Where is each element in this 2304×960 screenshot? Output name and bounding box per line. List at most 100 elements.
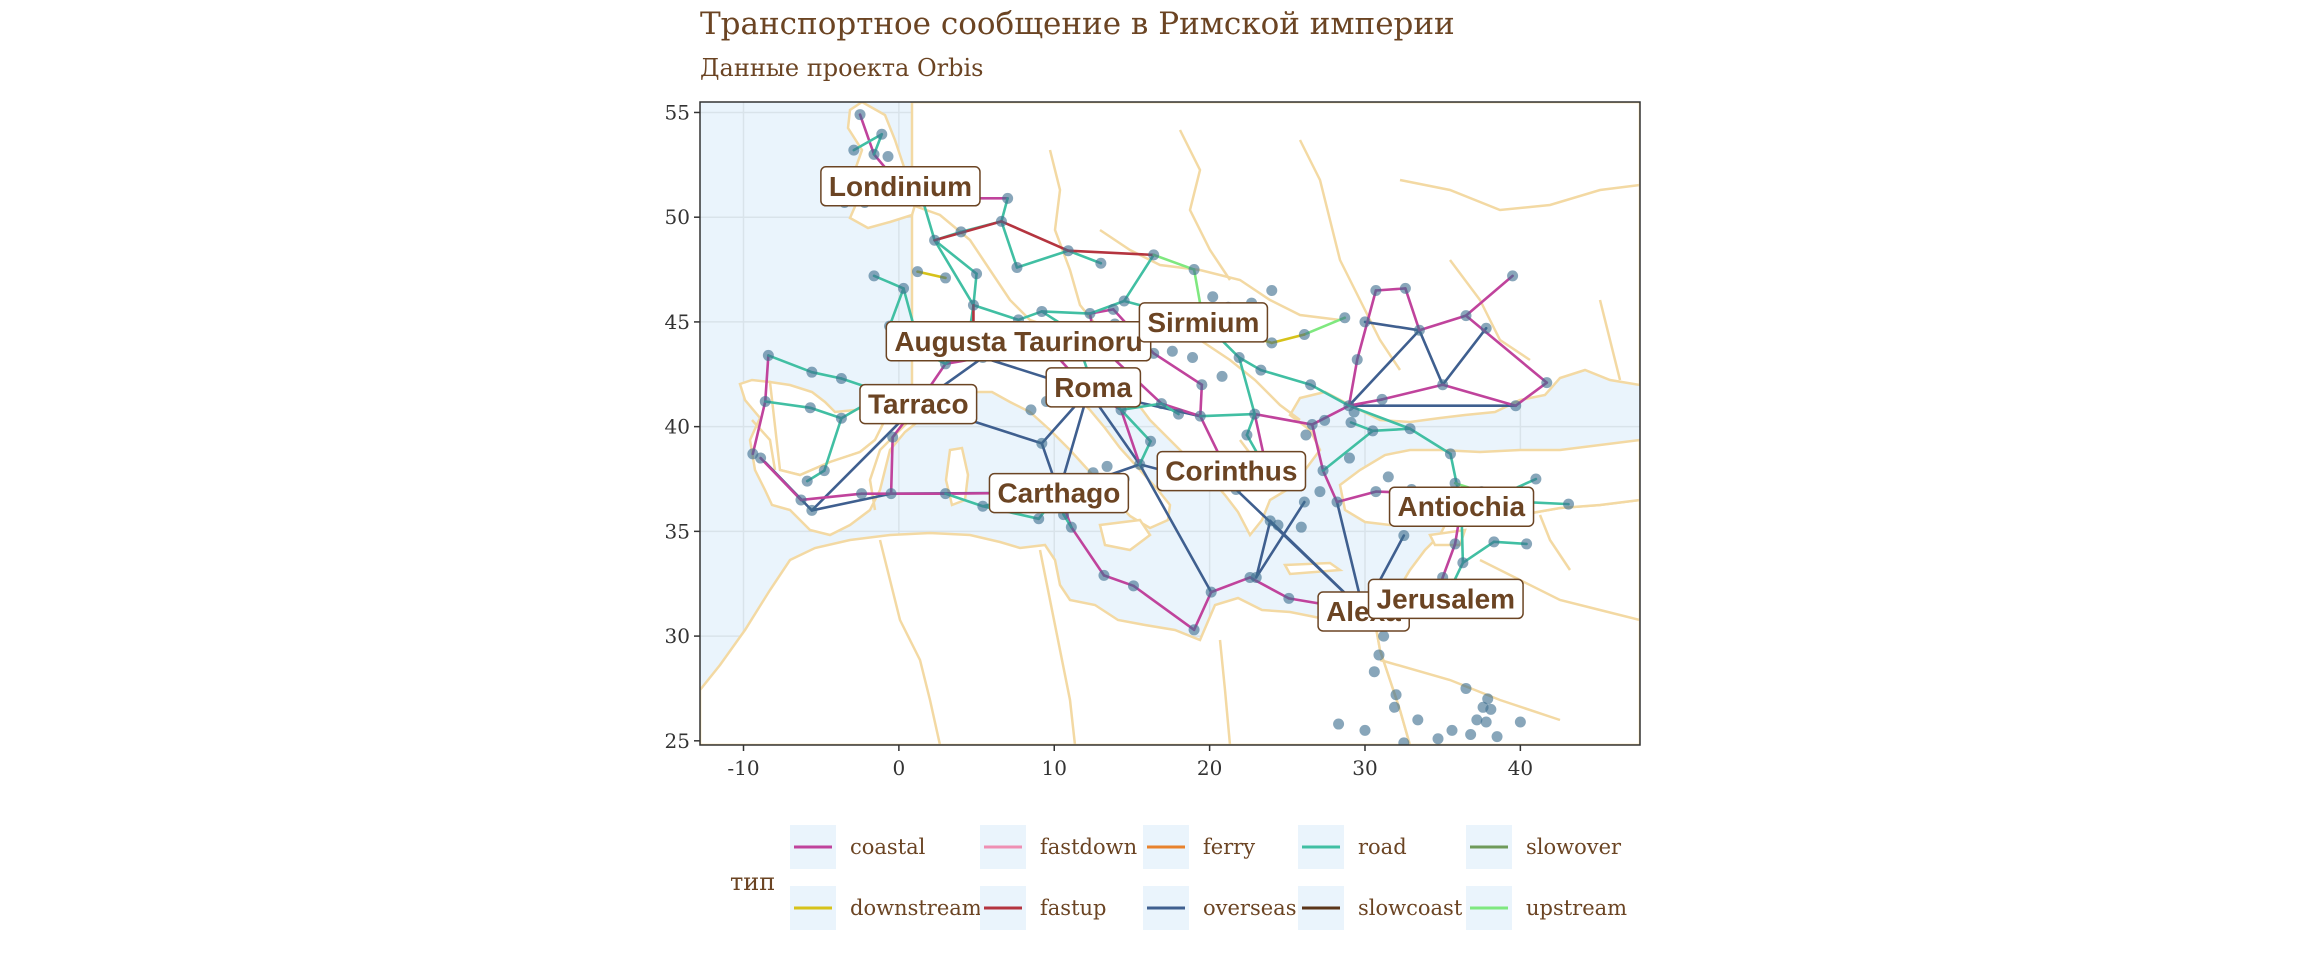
route-node xyxy=(1300,429,1312,441)
route-node xyxy=(1118,295,1130,307)
route-node xyxy=(1376,393,1388,405)
route-node xyxy=(912,266,924,278)
route-node xyxy=(1514,716,1526,728)
city-label-box xyxy=(1367,578,1524,620)
route-fastup xyxy=(1000,220,1070,253)
city-label-carthago: Carthago xyxy=(988,472,1130,514)
route-node xyxy=(1491,731,1503,743)
legend-label: fastup xyxy=(1040,896,1106,920)
route-road xyxy=(1237,356,1256,416)
route-node xyxy=(1460,682,1472,694)
route-node xyxy=(1145,435,1157,447)
route-coastal xyxy=(1441,542,1457,579)
city-label-tarraco: Tarraco xyxy=(859,383,978,425)
route-road xyxy=(1088,299,1126,315)
city-label-antiochia: Antiochia xyxy=(1388,486,1535,527)
city-label-box xyxy=(1045,367,1142,408)
route-coastal xyxy=(1132,584,1196,632)
route-road xyxy=(933,238,975,307)
route-coastal xyxy=(1380,383,1444,401)
route-node xyxy=(801,475,813,487)
route-road xyxy=(1000,220,1019,269)
route-node xyxy=(1036,437,1048,449)
route-node xyxy=(939,272,951,284)
city-label-text: Londinium xyxy=(829,171,972,202)
route-coastal xyxy=(1321,469,1339,504)
route-node xyxy=(806,366,818,378)
route-node xyxy=(1166,345,1178,357)
city-label-box xyxy=(820,166,981,207)
route-node xyxy=(1331,496,1343,508)
route-node xyxy=(1283,592,1295,604)
route-node xyxy=(1488,536,1500,548)
route-road xyxy=(767,354,814,374)
route-node xyxy=(1319,414,1331,426)
legend-label: slowcoast xyxy=(1358,896,1463,920)
route-node xyxy=(1241,429,1253,441)
city-label-corinthus: Corinthus xyxy=(1156,450,1307,492)
route-node xyxy=(1196,379,1208,391)
route-coastal xyxy=(759,456,803,502)
route-node xyxy=(1333,718,1345,730)
route-node xyxy=(1233,352,1245,364)
border-line xyxy=(1479,558,1640,622)
route-node xyxy=(856,488,868,500)
route-road xyxy=(933,238,978,276)
axes: -10 0 10 20 30 40 25 30 35 40 45 50 55 xyxy=(665,100,1534,780)
route-node xyxy=(1399,282,1411,294)
route-road xyxy=(822,416,843,472)
route-road xyxy=(1321,429,1375,472)
x-tick-label: 0 xyxy=(893,756,906,780)
chart-title: Транспортное сообщение в Римской империи xyxy=(700,6,1455,42)
route-road xyxy=(1309,383,1351,407)
border-line xyxy=(1598,299,1622,381)
route-coastal xyxy=(1070,525,1106,577)
route-coastal xyxy=(1347,358,1359,407)
route-overseas xyxy=(1363,320,1421,332)
route-road xyxy=(944,492,985,508)
route-node xyxy=(1036,305,1048,317)
y-tick-label: 55 xyxy=(665,100,690,124)
route-node xyxy=(1255,364,1267,376)
route-node xyxy=(1314,486,1326,498)
route-road xyxy=(972,303,1020,322)
route-node xyxy=(1382,471,1394,483)
route-node xyxy=(1062,245,1074,257)
route-overseas xyxy=(1347,328,1421,407)
route-node xyxy=(955,226,967,238)
country-borders xyxy=(751,129,1640,745)
x-tick-label: 20 xyxy=(1197,756,1222,780)
route-node xyxy=(1216,370,1228,382)
route-node xyxy=(1148,249,1160,261)
route-road xyxy=(1461,540,1496,565)
route-road xyxy=(1119,402,1163,412)
route-node xyxy=(848,144,860,156)
route-overseas xyxy=(1441,326,1488,387)
route-node xyxy=(1449,477,1461,489)
route-coastal xyxy=(1418,314,1468,332)
route-road xyxy=(1015,249,1070,269)
route-node xyxy=(1306,419,1318,431)
city-label-londinium: Londinium xyxy=(820,166,981,207)
route-node xyxy=(1446,724,1458,736)
city-label-box xyxy=(859,383,978,425)
city-label-box xyxy=(988,472,1130,514)
route-node xyxy=(1266,285,1278,297)
landmass-sicily xyxy=(1098,518,1152,552)
route-node xyxy=(1521,538,1533,550)
city-label-roma: Roma xyxy=(1045,367,1142,408)
route-road xyxy=(763,400,812,410)
legend-label: ferry xyxy=(1203,835,1255,859)
city-label-box xyxy=(1388,486,1535,527)
route-node xyxy=(868,148,880,160)
route-node xyxy=(1272,519,1284,531)
route-node xyxy=(762,349,774,361)
route-node xyxy=(1432,733,1444,745)
border-line xyxy=(1218,639,1232,745)
route-coastal xyxy=(799,492,863,502)
route-road xyxy=(1371,427,1412,433)
route-coastal xyxy=(1209,576,1252,594)
route-node xyxy=(1444,448,1456,460)
x-tick-label: 30 xyxy=(1352,756,1377,780)
route-node xyxy=(1368,666,1380,678)
